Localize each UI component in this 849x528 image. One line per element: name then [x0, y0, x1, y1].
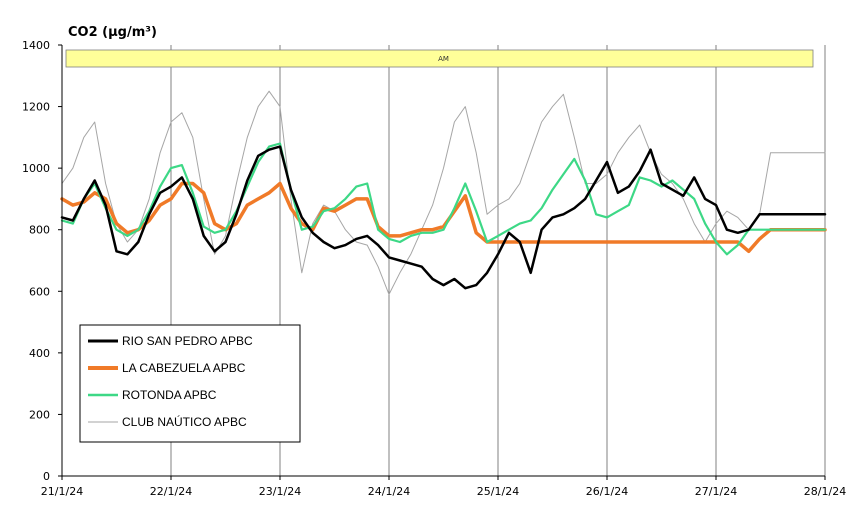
- legend-label: LA CABEZUELA APBC: [122, 361, 246, 375]
- x-axis-ticks: 21/1/24 22/1/24 23/1/24 24/1/24 25/1/24 26/1/…: [41, 476, 846, 498]
- x-tick-label: 22/1/24: [150, 485, 192, 498]
- chart-title: CO2 (µg/m³): [68, 25, 157, 40]
- legend: RIO SAN PEDRO APBC LA CABEZUELA APBC ROT…: [79, 324, 301, 443]
- y-tick-label: 1400: [22, 39, 50, 52]
- x-tick-label: 26/1/24: [586, 485, 628, 498]
- legend-label: ROTONDA APBC: [122, 388, 217, 402]
- series-line: [61, 90, 826, 295]
- x-tick-label: 23/1/24: [259, 485, 301, 498]
- y-axis-ticks: 0 200 400 600 800 1000 1200 1400: [22, 39, 62, 483]
- series-line: [60, 145, 827, 290]
- legend-item: LA CABEZUELA APBC: [88, 361, 246, 375]
- y-tick-label: 1200: [22, 101, 50, 114]
- x-tick-label: 21/1/24: [41, 485, 83, 498]
- y-tick-label: 400: [29, 347, 50, 360]
- x-tick-label: 25/1/24: [477, 485, 519, 498]
- y-tick-label: 200: [29, 408, 50, 421]
- series-layer: [60, 90, 827, 295]
- x-tick-label: 24/1/24: [368, 485, 410, 498]
- legend-label: CLUB NAÚTICO APBC: [122, 414, 247, 429]
- y-tick-label: 0: [43, 470, 50, 483]
- am-banner-label: AM: [438, 55, 449, 63]
- legend-label: RIO SAN PEDRO APBC: [122, 334, 253, 348]
- grid-layer: [170, 45, 826, 476]
- legend-item: RIO SAN PEDRO APBC: [88, 334, 253, 348]
- x-tick-label: 28/1/24: [804, 485, 846, 498]
- y-tick-label: 600: [29, 285, 50, 298]
- y-tick-label: 1000: [22, 162, 50, 175]
- x-tick-label: 27/1/24: [695, 485, 737, 498]
- y-tick-label: 800: [29, 224, 50, 237]
- legend-item: ROTONDA APBC: [88, 388, 217, 402]
- series-line: [60, 142, 827, 256]
- legend-item: CLUB NAÚTICO APBC: [88, 414, 247, 429]
- am-banner: [65, 49, 814, 68]
